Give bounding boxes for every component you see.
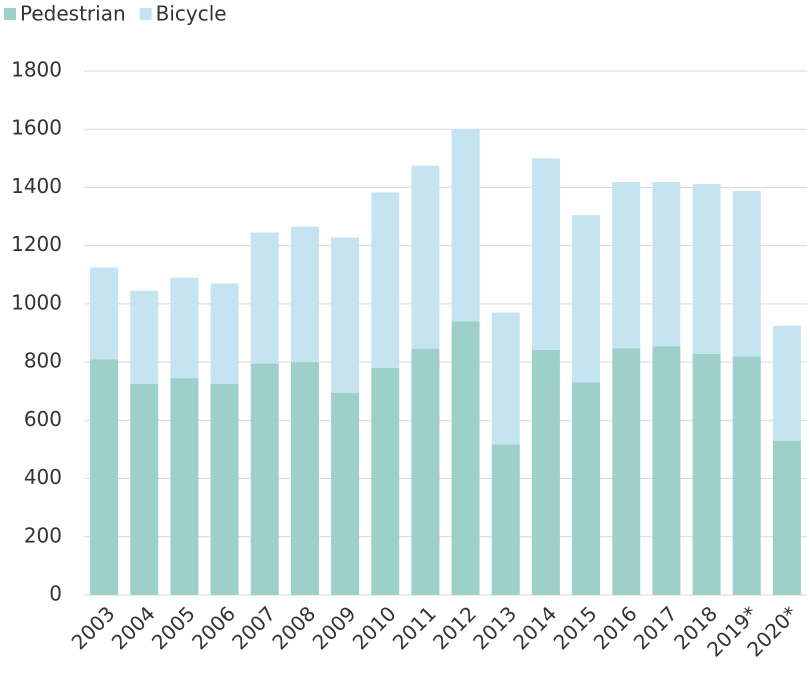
y-tick-label: 1200 [11,232,62,256]
bar-segment [491,444,520,595]
x-tick-label: 2013 [468,601,521,654]
x-tick-label: 2004 [107,601,160,654]
x-tick-label: 2010 [348,601,401,654]
bar-segment [572,382,601,595]
x-tick-label: 2011 [388,601,441,654]
bar-segment [170,277,199,379]
bar-segment [130,383,159,595]
bar-segment [130,290,159,384]
bar-segment [250,232,279,364]
y-tick-label: 1400 [11,174,62,198]
y-tick-label: 800 [24,349,62,373]
x-tick-label: 2015 [549,601,602,654]
bar-segment [331,392,360,595]
x-tick-label: 2009 [308,601,361,654]
x-tick-label: 2003 [67,601,120,654]
y-tick-label: 600 [24,407,62,431]
bar-segment [371,367,400,595]
bar-segment [170,378,199,595]
bar-segment [692,183,721,354]
x-tick-label: 2006 [187,601,240,654]
bar-segment [772,440,801,595]
bar-segment [210,383,239,595]
x-tick-label: 2014 [508,601,561,654]
y-tick-label: 0 [49,582,62,606]
bar-segment [90,267,119,360]
legend-label: Pedestrian [20,2,126,26]
x-tick-label: 2017 [629,601,682,654]
y-tick-label: 1800 [11,58,62,82]
bar-segment [331,237,360,393]
bar-segment [612,348,641,595]
bar-segment [692,353,721,595]
x-tick-label: 2007 [227,601,280,654]
legend-swatch [4,8,16,20]
bar-segment [290,226,319,363]
bar-segment [250,363,279,595]
bar-segment [491,312,520,445]
bar-segment [772,325,801,441]
bar-segment [411,165,440,350]
bar-segment [531,349,560,595]
bar-segment [572,215,601,383]
bar-segment [531,158,560,350]
legend-swatch [139,8,152,20]
x-tick-label: 2008 [267,601,320,654]
bar-segment [451,321,480,595]
x-tick-label: 2012 [428,601,481,654]
bar-segment [210,283,239,384]
bar-segment [90,359,119,595]
bar-segment [652,346,681,595]
x-tick-label: 2016 [589,601,642,654]
bar-segment [371,192,400,368]
bar-segment [612,182,641,349]
y-tick-label: 1600 [11,116,62,140]
bar-segment [732,190,761,357]
y-tick-label: 1000 [11,290,62,314]
bar-segment [411,349,440,595]
y-tick-label: 400 [24,465,62,489]
bar-segment [290,362,319,595]
bar-segment [451,129,480,322]
x-tick-label: 2005 [147,601,200,654]
bar-segment [732,356,761,595]
y-tick-label: 200 [24,523,62,547]
bar-segment [652,182,681,347]
legend-label: Bicycle [156,2,227,26]
